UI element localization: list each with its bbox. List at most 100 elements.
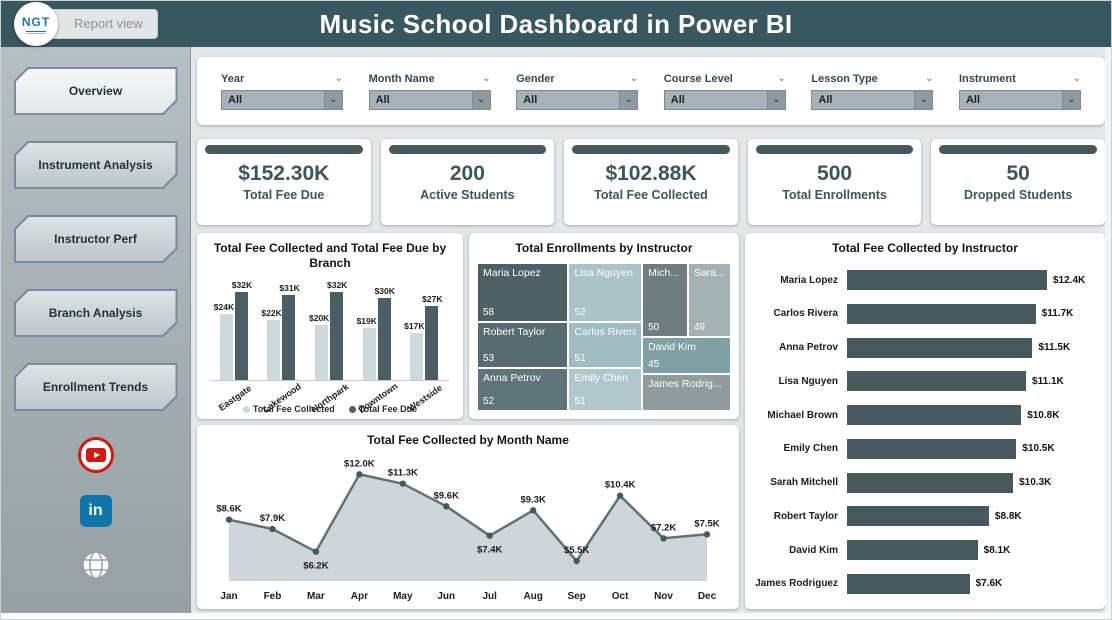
scrollbar[interactable] <box>1105 47 1111 613</box>
filter-value: All <box>818 93 833 106</box>
treemap-tile-david-kim[interactable]: David Kim 45 <box>642 337 731 374</box>
data-label: $7.4K <box>477 545 502 556</box>
filter-dropdown[interactable]: All ⌄ <box>368 89 491 110</box>
bar[interactable] <box>847 540 978 561</box>
data-point-sep[interactable] <box>573 557 580 565</box>
website-globe-icon[interactable] <box>80 549 112 581</box>
data-point-oct[interactable] <box>616 492 624 499</box>
bar-total-fee-due[interactable] <box>329 292 343 380</box>
data-point-nov[interactable] <box>660 535 667 542</box>
data-label: $5.5K <box>564 545 589 556</box>
bar[interactable] <box>847 438 1017 459</box>
treemap-tile-emily-chen[interactable]: Emily Chen 51 <box>568 368 643 411</box>
bar-value-label: $17K <box>404 321 425 332</box>
treemap-tile-robert-taylor[interactable]: Robert Taylor 53 <box>477 322 569 369</box>
dropdown-chevron-icon[interactable]: ⌄ <box>471 90 490 109</box>
data-point-apr[interactable] <box>356 471 363 478</box>
bar-total-fee-due[interactable] <box>282 294 296 380</box>
filter-value: All <box>375 93 390 106</box>
dropdown-chevron-icon[interactable]: ⌄ <box>914 90 933 109</box>
filter-dropdown[interactable]: All ⌄ <box>958 89 1081 110</box>
chevron-down-icon[interactable]: ⌄ <box>334 72 343 84</box>
month-chart-plot: $8.6K Jan $7.9K Feb $6.2K Mar $12.0K Apr $11.3K M… <box>216 458 719 602</box>
treemap-tile-lisa-nguyen[interactable]: Lisa Nguyen 52 <box>568 263 643 323</box>
treemap-card: Total Enrollments by Instructor Maria Lo… <box>469 233 739 419</box>
filter-value: All <box>670 93 685 106</box>
bar-total-fee-collected[interactable] <box>314 325 328 380</box>
data-point-jul[interactable] <box>486 532 493 539</box>
bar-total-fee-collected[interactable] <box>267 319 281 380</box>
dropdown-chevron-icon[interactable]: ⌄ <box>1061 90 1080 109</box>
bar[interactable] <box>847 337 1033 358</box>
kpi-label: Active Students <box>420 188 515 203</box>
bar-category-label: James Rodriguez <box>755 578 838 590</box>
treemap-tile-james-rodrig[interactable]: James Rodrig... <box>642 374 731 411</box>
filter-header: Month Name ⌄ <box>369 73 491 85</box>
bar-category-label: Anna Petrov <box>779 342 838 354</box>
youtube-icon[interactable] <box>77 437 114 473</box>
sidebar-item-instrument-analysis[interactable]: Instrument Analysis <box>14 141 178 189</box>
data-point-jun[interactable] <box>443 503 450 510</box>
bar-total-fee-due[interactable] <box>234 292 248 380</box>
chevron-down-icon[interactable]: ⌄ <box>629 72 639 84</box>
data-label: $6.2K <box>303 561 328 572</box>
header: Report view NGT Music School Dashboard i… <box>1 1 1111 47</box>
sidebar-item-label: Instructor Perf <box>16 217 176 261</box>
bar-value-label: $7.6K <box>975 578 1003 590</box>
data-point-may[interactable] <box>399 480 407 487</box>
bar-total-fee-due[interactable] <box>377 297 391 380</box>
data-point-dec[interactable] <box>703 531 711 538</box>
kpi-label: Total Fee Due <box>243 188 325 203</box>
treemap-tile-name: Robert Taylor <box>483 326 546 339</box>
filter-dropdown[interactable]: All ⌄ <box>221 89 343 110</box>
bar[interactable] <box>847 506 989 527</box>
dropdown-chevron-icon[interactable]: ⌄ <box>619 90 638 109</box>
chevron-down-icon[interactable]: ⌄ <box>1072 72 1081 84</box>
data-label: $12.0K <box>344 458 375 469</box>
bar-total-fee-due[interactable] <box>425 305 439 380</box>
filter-dropdown[interactable]: All ⌄ <box>516 89 639 110</box>
linkedin-icon[interactable]: in <box>79 495 112 527</box>
bar-total-fee-collected[interactable] <box>362 327 376 380</box>
bar-value-label: $12.4K <box>1053 274 1086 286</box>
chevron-down-icon[interactable]: ⌄ <box>482 72 491 84</box>
bar[interactable] <box>847 303 1036 324</box>
treemap-tile-maria-lopez[interactable]: Maria Lopez 58 <box>477 263 569 323</box>
filter-dropdown[interactable]: All ⌄ <box>811 89 934 110</box>
data-point-aug[interactable] <box>529 507 537 514</box>
x-axis-label: Feb <box>264 591 282 602</box>
treemap-tile-carlos-rivera[interactable]: Carlos Rivera 51 <box>568 322 643 369</box>
data-label: $10.4K <box>605 480 636 491</box>
kpi-total-fee-due: $152.30K Total Fee Due <box>197 139 371 225</box>
kpi-total-enrollments: 500 Total Enrollments <box>747 139 922 225</box>
treemap-tile-sara[interactable]: Sara... 49 <box>687 263 731 337</box>
bar[interactable] <box>847 371 1027 392</box>
data-point-jan[interactable] <box>225 516 233 523</box>
bar[interactable] <box>847 270 1047 290</box>
filter-bar: Year ⌄ All ⌄ Month Name ⌄ All ⌄ Gender ⌄ All ⌄ Cours… <box>197 57 1105 125</box>
bar[interactable] <box>847 472 1014 493</box>
sidebar-item-enrollment-trends[interactable]: Enrollment Trends <box>14 363 178 411</box>
chevron-down-icon[interactable]: ⌄ <box>777 72 786 84</box>
treemap-tile-anna-petrov[interactable]: Anna Petrov 52 <box>477 368 569 411</box>
social-links: in <box>1 437 190 581</box>
bar-total-fee-collected[interactable] <box>410 333 424 380</box>
treemap-tile-mich[interactable]: Mich... 50 <box>642 263 688 337</box>
sidebar-item-instructor-perf[interactable]: Instructor Perf <box>14 215 178 263</box>
bar-total-fee-collected[interactable] <box>219 314 233 380</box>
filter-dropdown[interactable]: All ⌄ <box>663 89 786 110</box>
filter-label: Year <box>221 72 245 85</box>
bar[interactable] <box>847 573 970 594</box>
branch-chart-card: Total Fee Collected and Total Fee Due by… <box>197 233 463 419</box>
bar[interactable] <box>847 405 1022 426</box>
dropdown-chevron-icon[interactable]: ⌄ <box>766 90 785 109</box>
data-point-feb[interactable] <box>269 525 276 533</box>
filter-header: Course Level ⌄ <box>664 73 786 85</box>
sidebar-item-overview[interactable]: Overview <box>14 67 178 115</box>
chevron-down-icon[interactable]: ⌄ <box>924 72 934 84</box>
legend-dot <box>242 406 250 414</box>
sidebar-item-branch-analysis[interactable]: Branch Analysis <box>14 289 178 337</box>
dropdown-chevron-icon[interactable]: ⌄ <box>324 90 342 109</box>
data-point-mar[interactable] <box>312 548 320 555</box>
